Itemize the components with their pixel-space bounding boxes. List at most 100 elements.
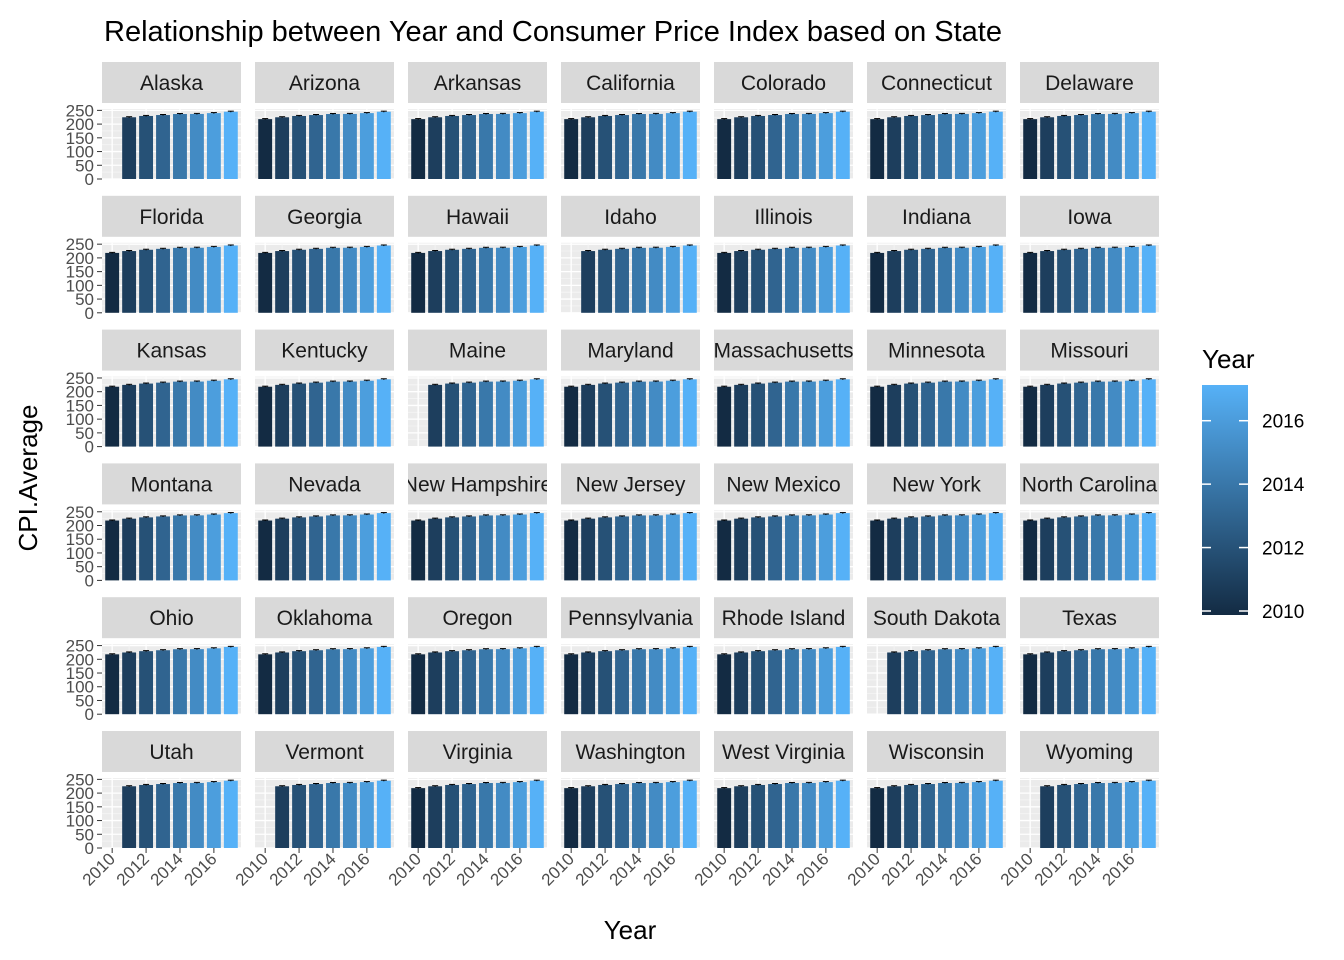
bar [342,782,357,848]
bar [921,115,935,179]
x-tick-label: 2010 [538,849,578,889]
bar [581,251,596,313]
bar [309,516,323,581]
bar [904,784,919,848]
bar [785,114,799,179]
bar [768,650,782,715]
facet-strip-label: North Carolina [1022,473,1158,496]
facet-panel: New Jersey [561,463,700,582]
bar [921,382,935,447]
facet-panel: Maine [408,329,547,448]
y-tick-label: 50 [75,558,94,577]
y-tick-label: 100 [66,276,94,295]
bar [988,245,1003,313]
bar [1057,115,1072,179]
bar [564,386,579,447]
bar [223,780,238,848]
facet-strip-label: Massachusetts [713,340,853,363]
facet-strip [102,195,241,237]
x-tick-label: 2010 [691,849,731,889]
y-tick-label: 50 [75,290,94,309]
bar [904,249,919,313]
bar [173,381,187,447]
bar [870,119,885,179]
bar [189,113,204,179]
bar [1141,379,1156,447]
y-axis: 0501001502002500501001502002500501001502… [66,101,102,858]
bar [665,514,680,581]
bar [904,115,919,179]
y-tick-label: 200 [66,115,94,134]
facet-strip-label: Ohio [149,607,193,630]
bar [292,249,307,313]
facet-panel: Arkansas [408,62,547,180]
bar [751,249,766,313]
bar [342,113,357,179]
bar [139,784,154,848]
bar [479,649,493,715]
bar [598,517,613,581]
bar [954,649,969,715]
bar [292,784,307,848]
bar [1107,247,1122,313]
bar [665,648,680,715]
bar [734,518,749,581]
facet-panel: New Hampshire [408,463,547,582]
y-tick-label: 100 [66,410,94,429]
bar [411,520,426,581]
bar [258,252,273,313]
bar [359,246,374,313]
facet-strip-label: Virginia [443,741,513,764]
bar [734,117,749,179]
facet-strip [408,731,547,772]
facet-strip [561,597,700,639]
facet-strip-label: Florida [139,206,204,229]
bar [751,383,766,447]
y-tick-label: 100 [66,143,94,162]
bar [275,384,290,447]
bar [258,386,273,447]
bar [326,247,340,313]
facet-panel: Washington [561,731,700,849]
bar [258,119,273,179]
x-tick-label: 2016 [1099,849,1139,889]
bar [445,651,460,715]
facet-strip-label: Maine [449,340,506,363]
bar [938,515,952,581]
bar [835,245,850,313]
bar [495,113,510,179]
bar [326,114,340,179]
bar [529,513,544,581]
bar [1057,651,1072,715]
facet-strip [867,329,1006,371]
facet-strip-label: Delaware [1045,72,1134,95]
bar [462,248,476,313]
bar [665,246,680,313]
facet-strip [561,62,700,103]
bar [615,516,629,581]
bar [156,248,170,313]
bar [768,784,782,848]
bar [682,379,697,447]
facet-strip [255,597,394,639]
bar [428,384,443,447]
bar [632,114,646,179]
bar [529,646,544,715]
bar [971,648,986,715]
bar [632,515,646,581]
facet-strip [102,597,241,639]
facet-strip [714,731,853,772]
bar [1124,246,1139,313]
bar [1074,115,1088,179]
facet-panel: Wyoming [1020,731,1159,849]
x-tick-label: 2014 [1065,849,1105,889]
bar [359,648,374,715]
bar [1023,654,1038,715]
facet-strip-label: Iowa [1067,206,1112,229]
bar [768,248,782,313]
bar [1091,783,1105,848]
bar [682,780,697,848]
legend: Year 2016 2014 2012 2010 [1202,344,1305,623]
bar [139,383,154,447]
